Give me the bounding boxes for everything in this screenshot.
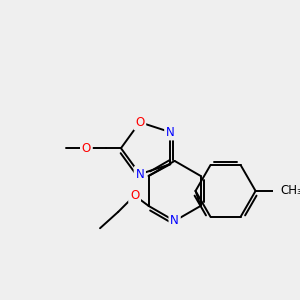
Text: O: O [130,189,139,202]
Text: N: N [166,126,175,139]
Text: CH₃: CH₃ [280,184,300,197]
Text: N: N [135,168,144,181]
Text: O: O [135,116,144,129]
Text: N: N [170,214,179,227]
Text: O: O [82,142,91,155]
